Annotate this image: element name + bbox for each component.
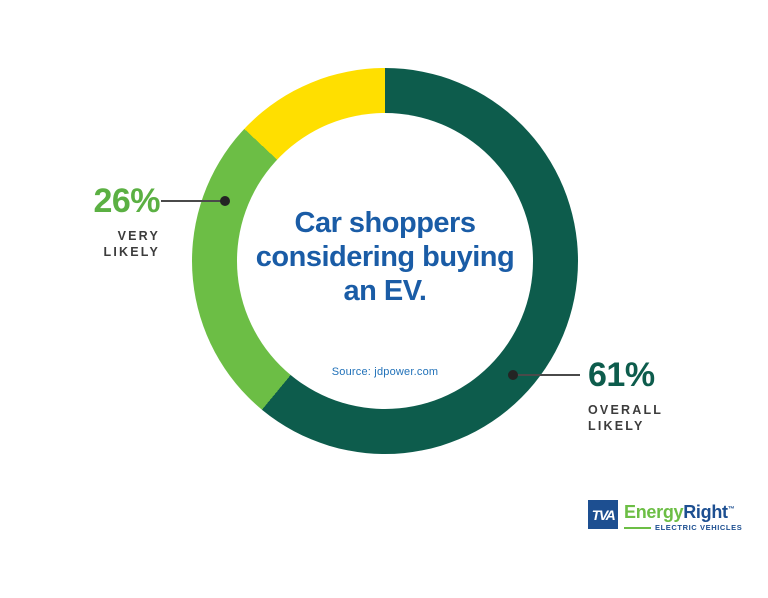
source-attribution: Source: jdpower.com — [331, 366, 439, 378]
brand-right-text: Right — [683, 502, 728, 522]
leader-line-right — [516, 374, 580, 376]
leader-line-left — [161, 200, 223, 202]
brand-energy-text: Energy — [624, 502, 684, 522]
label-likely-left: LIKELY — [103, 244, 160, 259]
chart-title-line-1: Car shoppers — [294, 207, 476, 239]
donut-hole — [237, 113, 533, 409]
chart-title-line-3: an EV. — [343, 275, 427, 307]
trademark-symbol: ™ — [727, 506, 735, 513]
tva-logo-icon: TVA — [588, 500, 618, 529]
label-very-likely: VERY LIKELY — [93, 228, 160, 260]
leader-dot-left — [220, 196, 230, 206]
tva-logo-text: TVA — [591, 506, 616, 523]
callout-overall-likely: 61% OVERALL LIKELY — [588, 356, 663, 434]
leader-dot-right — [508, 370, 518, 380]
logo-subtitle-row: ELECTRIC VEHICLES — [624, 523, 742, 532]
percent-very-likely: 26% — [93, 182, 160, 220]
chart-title-line-2: considering buying — [255, 241, 515, 273]
label-likely-right: LIKELY — [588, 418, 645, 433]
logo-green-rule — [624, 526, 651, 529]
energyright-name: EnergyRight™ — [624, 500, 742, 522]
energyright-logo: TVA EnergyRight™ ELECTRIC VEHICLES — [588, 500, 742, 532]
chart-title: Car shoppers considering buying an EV. — [217, 206, 553, 308]
energyright-wordmark: EnergyRight™ ELECTRIC VEHICLES — [624, 500, 742, 532]
percent-overall-likely: 61% — [588, 356, 655, 394]
donut-chart — [192, 68, 578, 454]
label-very: VERY — [117, 228, 160, 243]
callout-very-likely: 26% VERY LIKELY — [93, 182, 160, 260]
label-overall-likely: OVERALL LIKELY — [588, 402, 663, 434]
label-overall: OVERALL — [588, 402, 664, 417]
logo-subtitle: ELECTRIC VEHICLES — [655, 523, 743, 532]
